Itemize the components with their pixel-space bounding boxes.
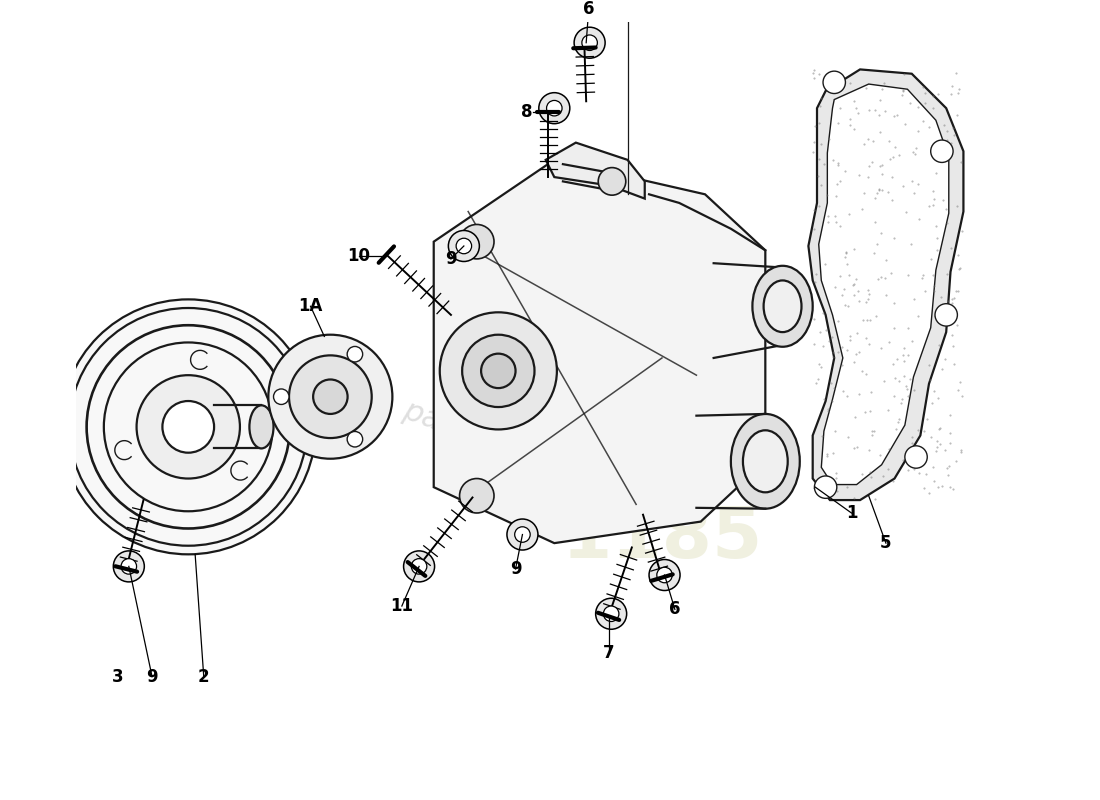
Circle shape [604, 606, 619, 622]
Ellipse shape [250, 406, 274, 448]
Text: 11: 11 [390, 597, 414, 615]
Circle shape [931, 140, 953, 162]
Ellipse shape [763, 281, 802, 332]
Circle shape [657, 567, 672, 582]
Text: 6: 6 [583, 0, 594, 18]
Text: 5: 5 [880, 534, 892, 552]
Circle shape [136, 375, 240, 478]
Circle shape [314, 379, 348, 414]
Circle shape [163, 401, 214, 453]
Ellipse shape [481, 354, 516, 388]
Circle shape [823, 71, 846, 94]
Circle shape [905, 446, 927, 468]
Circle shape [595, 598, 627, 630]
Circle shape [348, 346, 363, 362]
Circle shape [289, 355, 372, 438]
Text: 10: 10 [348, 247, 371, 266]
Text: 2: 2 [198, 668, 210, 686]
Circle shape [456, 238, 472, 254]
Text: 1: 1 [846, 504, 857, 522]
Ellipse shape [460, 225, 494, 259]
Circle shape [515, 526, 530, 542]
Circle shape [274, 389, 289, 405]
Circle shape [348, 431, 363, 447]
Text: passion for parts: passion for parts [399, 395, 649, 510]
Ellipse shape [440, 312, 557, 430]
Text: 9: 9 [509, 560, 521, 578]
Circle shape [60, 299, 316, 554]
Ellipse shape [460, 478, 494, 513]
Circle shape [582, 35, 597, 50]
Circle shape [449, 230, 480, 262]
Text: 9: 9 [146, 668, 158, 686]
Circle shape [649, 559, 680, 590]
Text: 6: 6 [669, 601, 681, 618]
Text: 8: 8 [521, 103, 532, 122]
Circle shape [935, 304, 957, 326]
Text: 9: 9 [446, 250, 456, 268]
Ellipse shape [462, 334, 535, 407]
Circle shape [411, 558, 427, 574]
Circle shape [113, 551, 144, 582]
Ellipse shape [742, 430, 788, 492]
Circle shape [574, 27, 605, 58]
Circle shape [404, 551, 434, 582]
Polygon shape [546, 142, 645, 198]
Ellipse shape [730, 414, 800, 509]
Polygon shape [818, 84, 949, 485]
Circle shape [121, 558, 136, 574]
Ellipse shape [752, 266, 813, 346]
Polygon shape [433, 160, 766, 543]
Text: 3: 3 [112, 668, 123, 686]
Circle shape [539, 93, 570, 124]
Polygon shape [808, 70, 964, 500]
Ellipse shape [598, 168, 626, 195]
Text: 1185: 1185 [561, 504, 762, 574]
Text: 1A: 1A [298, 298, 322, 315]
Text: 7: 7 [603, 643, 615, 662]
Circle shape [814, 476, 837, 498]
Circle shape [268, 334, 393, 458]
Circle shape [507, 519, 538, 550]
Circle shape [547, 101, 562, 116]
